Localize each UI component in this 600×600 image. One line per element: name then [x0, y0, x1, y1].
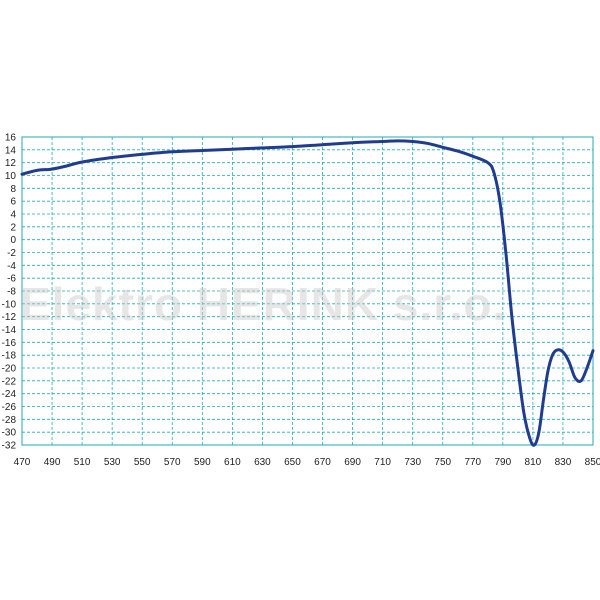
x-tick-label: 570 — [164, 457, 181, 468]
x-tick-label: 810 — [525, 457, 542, 468]
x-tick-label: 730 — [404, 457, 421, 468]
y-tick-label: -32 — [2, 441, 17, 452]
y-tick-labels: 1614121086420-2-4-6-8-10-12-14-16-18-20-… — [2, 133, 17, 452]
x-tick-label: 830 — [555, 457, 572, 468]
x-tick-label: 850 — [585, 457, 600, 468]
y-tick-label: -22 — [2, 376, 17, 387]
x-tick-label: 470 — [14, 457, 31, 468]
x-tick-label: 670 — [314, 457, 331, 468]
y-tick-label: 10 — [5, 171, 17, 182]
grid — [21, 136, 594, 446]
x-tick-label: 690 — [344, 457, 361, 468]
x-tick-label: 770 — [464, 457, 481, 468]
y-tick-label: -4 — [7, 261, 16, 272]
x-tick-labels: 470 490 510 530 550 570 590 610 630 650 670 690 710 7… — [14, 457, 600, 468]
y-tick-label: -10 — [2, 299, 17, 310]
y-tick-label: -2 — [7, 248, 16, 259]
series-group — [20, 139, 595, 447]
series-line — [20, 139, 595, 447]
y-tick-label: 16 — [5, 133, 17, 144]
y-tick-label: -28 — [2, 415, 17, 426]
y-tick-label: 8 — [10, 184, 16, 195]
x-tick-label: 650 — [284, 457, 301, 468]
y-tick-label: -24 — [2, 389, 17, 400]
y-tick-label: 14 — [5, 145, 17, 156]
y-tick-label: -12 — [2, 312, 17, 323]
y-tick-label: -14 — [2, 325, 17, 336]
x-tick-label: 530 — [104, 457, 121, 468]
y-tick-label: 2 — [10, 222, 16, 233]
y-tick-label: 6 — [10, 197, 16, 208]
x-tick-label: 610 — [224, 457, 241, 468]
y-tick-label: -16 — [2, 338, 17, 349]
x-tick-label: 750 — [434, 457, 451, 468]
y-tick-label: 4 — [10, 210, 16, 221]
x-tick-label: 790 — [494, 457, 511, 468]
x-tick-label: 590 — [194, 457, 211, 468]
y-tick-label: 0 — [10, 235, 16, 246]
y-tick-label: -26 — [2, 402, 17, 413]
y-tick-label: -6 — [7, 274, 16, 285]
y-tick-label: -20 — [2, 364, 17, 375]
watermark: Elektro HERINK s.r.o. — [20, 278, 506, 330]
y-tick-label: -30 — [2, 428, 17, 439]
x-tick-label: 630 — [254, 457, 271, 468]
x-tick-label: 710 — [374, 457, 391, 468]
y-tick-label: 12 — [5, 158, 17, 169]
plot-frame — [21, 136, 594, 446]
x-tick-label: 490 — [44, 457, 61, 468]
y-tick-label: -18 — [2, 351, 17, 362]
x-tick-label: 510 — [74, 457, 91, 468]
x-tick-label: 550 — [134, 457, 151, 468]
y-tick-label: -8 — [7, 287, 16, 298]
